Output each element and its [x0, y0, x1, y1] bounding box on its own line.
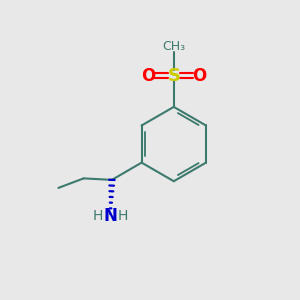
Text: CH₃: CH₃ [162, 40, 185, 53]
Text: S: S [167, 67, 180, 85]
Text: O: O [192, 67, 206, 85]
Text: H: H [93, 208, 103, 223]
Text: N: N [103, 206, 117, 224]
Text: H: H [118, 208, 128, 223]
Text: O: O [141, 67, 156, 85]
